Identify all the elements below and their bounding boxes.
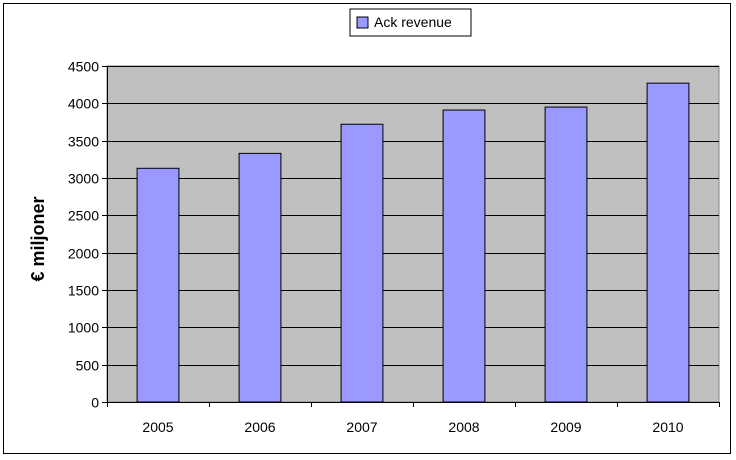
y-tick-label: 1500 [68, 283, 99, 299]
y-tick-label: 500 [76, 358, 100, 374]
legend: Ack revenue [349, 8, 472, 37]
legend-box [349, 8, 472, 37]
x-tick-label: 2009 [550, 419, 581, 435]
y-tick-label: 4500 [68, 59, 99, 75]
legend-label: Ack revenue [374, 14, 452, 30]
x-tick-labels: 2005 2006 2007 2008 2009 2010 [142, 419, 683, 435]
chart-frame: 0 500 1000 1500 2000 2500 3000 3500 4000 4500 200… [3, 3, 731, 454]
y-tick-label: 3500 [68, 134, 99, 150]
bar [238, 152, 282, 403]
x-tick-label: 2007 [346, 419, 377, 435]
x-tick-label: 2005 [142, 419, 173, 435]
plot-area [106, 65, 720, 403]
bar [340, 123, 384, 403]
bar [442, 109, 486, 403]
plot-background [106, 65, 720, 403]
x-tick-label: 2006 [244, 419, 275, 435]
y-tick-label: 2000 [68, 246, 99, 262]
gridlines [107, 66, 719, 366]
x-tick-label: 2008 [448, 419, 479, 435]
bar [136, 167, 180, 403]
y-tick-label: 0 [91, 395, 99, 411]
bars [136, 82, 690, 403]
y-tick-label: 3000 [68, 171, 99, 187]
x-tick-label: 2010 [652, 419, 683, 435]
y-tick-label: 1000 [68, 320, 99, 336]
axes [102, 66, 720, 407]
bar [544, 106, 588, 403]
bar [646, 82, 690, 403]
y-tick-label: 4000 [68, 96, 99, 112]
legend-swatch [356, 16, 369, 29]
bar-chart: 0 500 1000 1500 2000 2500 3000 3500 4000 4500 200… [28, 8, 720, 435]
y-tick-label: 2500 [68, 208, 99, 224]
y-tick-labels: 0 500 1000 1500 2000 2500 3000 3500 4000 4500 [68, 59, 99, 411]
y-axis-label: € miljoner [28, 196, 48, 281]
